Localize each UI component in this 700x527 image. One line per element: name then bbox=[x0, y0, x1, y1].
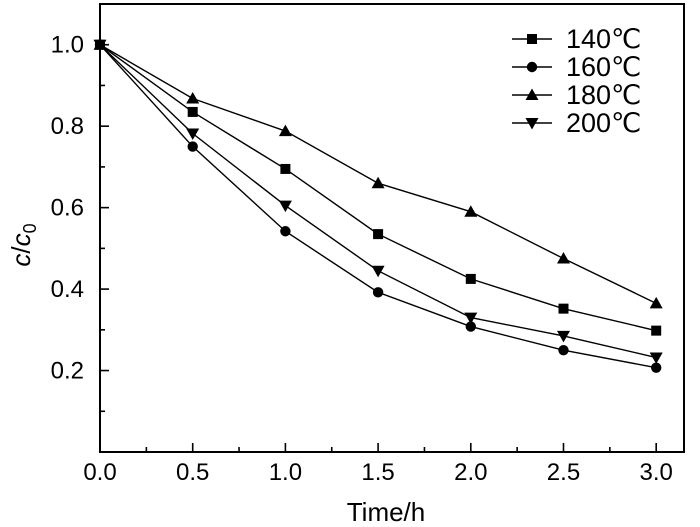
x-tick-label: 2.0 bbox=[454, 459, 487, 486]
data-point bbox=[186, 91, 200, 104]
legend-label: 200℃ bbox=[566, 108, 641, 138]
data-point bbox=[187, 106, 198, 117]
data-point bbox=[280, 226, 291, 237]
y-tick-label: 0.4 bbox=[51, 276, 84, 303]
data-point bbox=[371, 176, 385, 189]
legend-marker bbox=[525, 118, 539, 130]
y-title-slash: / bbox=[6, 246, 36, 254]
legend-marker bbox=[527, 34, 537, 44]
legend-item: 140℃ bbox=[512, 24, 641, 54]
legend-label: 160℃ bbox=[566, 52, 641, 82]
data-point bbox=[558, 344, 569, 356]
legend-marker bbox=[525, 88, 539, 100]
data-point bbox=[187, 141, 198, 152]
data-point bbox=[373, 229, 384, 240]
legend-label: 180℃ bbox=[566, 80, 641, 110]
legend-item: 160℃ bbox=[512, 52, 641, 82]
legend-item: 200℃ bbox=[512, 108, 641, 138]
x-axis-title: Time/h bbox=[347, 497, 426, 527]
data-point bbox=[278, 200, 292, 213]
legend-label: 140℃ bbox=[566, 24, 641, 54]
data-point bbox=[650, 362, 662, 373]
y-tick-label: 1.0 bbox=[51, 32, 84, 59]
data-point bbox=[464, 205, 478, 217]
data-point bbox=[186, 128, 200, 141]
y-title-c: c bbox=[6, 254, 36, 267]
plot-frame bbox=[99, 3, 685, 453]
series-triangle-down bbox=[93, 39, 663, 365]
y-axis-title: c/c0 bbox=[6, 223, 40, 266]
y-axis-ticks: 0.2 0.4 0.6 0.8 1.0 bbox=[51, 32, 109, 413]
y-tick-label: 0.8 bbox=[51, 113, 84, 140]
data-point bbox=[280, 163, 291, 174]
data-point bbox=[556, 252, 570, 264]
axes bbox=[99, 3, 685, 453]
data-point bbox=[465, 321, 476, 332]
data-point bbox=[649, 352, 663, 365]
x-tick-label: 0.0 bbox=[83, 459, 116, 486]
data-point bbox=[464, 312, 478, 325]
x-tick-label: 0.5 bbox=[176, 459, 209, 486]
series-triangle-up bbox=[93, 38, 663, 309]
data-point bbox=[278, 124, 292, 137]
data-point bbox=[651, 325, 662, 336]
data-point bbox=[465, 273, 476, 284]
y-tick-label: 0.2 bbox=[51, 358, 84, 385]
data-point bbox=[558, 303, 569, 314]
data-point bbox=[371, 265, 385, 278]
legend-marker bbox=[526, 61, 538, 73]
data-point bbox=[93, 39, 107, 52]
x-tick-label: 3.0 bbox=[640, 459, 673, 486]
data-point bbox=[556, 330, 570, 343]
y-title-subscript: 0 bbox=[20, 223, 40, 233]
data-point bbox=[649, 296, 663, 309]
x-axis-ticks: 0.0 0.5 1.0 1.5 2.0 2.5 3.0 bbox=[83, 443, 673, 486]
series-layer bbox=[93, 38, 663, 373]
data-point bbox=[372, 287, 384, 298]
y-title-c0: c bbox=[6, 233, 36, 246]
legend-item: 180℃ bbox=[512, 80, 641, 110]
y-tick-label: 0.6 bbox=[51, 195, 84, 222]
x-tick-label: 1.0 bbox=[269, 459, 302, 486]
x-tick-label: 1.5 bbox=[361, 459, 394, 486]
x-tick-label: 2.5 bbox=[547, 459, 580, 486]
